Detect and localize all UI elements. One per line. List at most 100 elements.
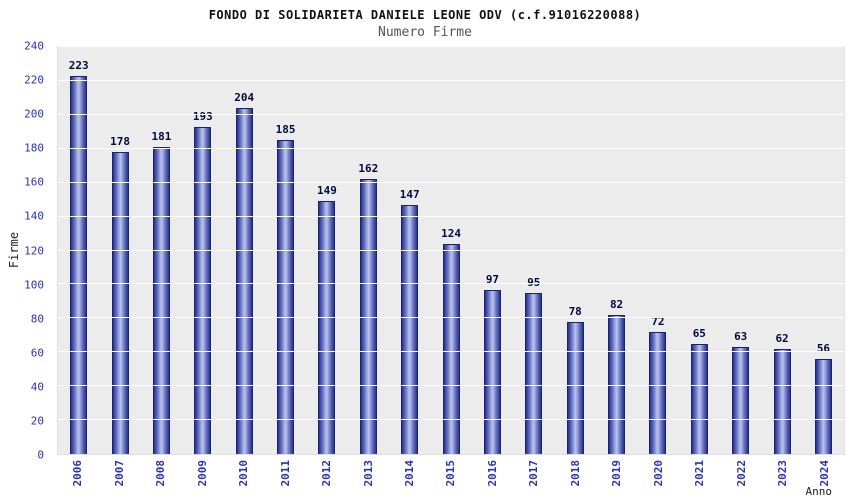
y-axis-labels: 0 20 40 60 80 100 120 140 160 180 200 220 240	[0, 40, 50, 462]
bar-2014	[401, 204, 419, 454]
x-tick-label-2008: 2008	[154, 460, 168, 487]
bar-2008	[152, 147, 170, 454]
value-label-2007: 178	[110, 135, 130, 149]
bar-2017	[525, 292, 543, 454]
value-label-2014: 147	[399, 187, 420, 201]
y-tick-label: 20	[30, 414, 44, 428]
x-tick-slot: 2010	[223, 456, 264, 500]
bar-2016	[483, 289, 501, 454]
gridline	[58, 215, 844, 217]
x-tick-label-2012: 2012	[320, 460, 334, 487]
x-tick-slot: 2006	[57, 456, 98, 500]
x-tick-label-2022: 2022	[734, 460, 748, 487]
x-tick-slot: 2012	[306, 456, 347, 500]
x-tick-slot: 2016	[472, 456, 513, 500]
bar-slot: 181	[141, 47, 182, 454]
bar-slot: 223	[58, 47, 99, 454]
bar-slot: 82	[596, 47, 637, 454]
bar-slot: 72	[637, 47, 678, 454]
bar-2006	[70, 75, 88, 454]
x-tick-label-2018: 2018	[568, 460, 582, 487]
value-label-2019: 82	[609, 297, 624, 311]
y-tick-label: 220	[24, 73, 44, 87]
y-tick-label: 140	[24, 209, 44, 223]
bar-slot: 185	[265, 47, 306, 454]
x-tick-slot: 2021	[679, 456, 720, 500]
bar-2009	[194, 126, 212, 454]
gridline	[58, 419, 844, 421]
y-tick-label: 160	[24, 175, 44, 189]
x-tick-label-2019: 2019	[610, 460, 624, 487]
x-tick-label-2020: 2020	[651, 460, 665, 487]
bar-slot: 162	[348, 47, 389, 454]
bar-slot: 95	[513, 47, 554, 454]
bar-2022	[732, 347, 750, 454]
gridline	[58, 147, 844, 149]
bar-slot: 56	[803, 47, 844, 454]
bar-2021	[690, 343, 708, 454]
y-tick-label: 240	[24, 39, 44, 53]
x-tick-label-2009: 2009	[195, 460, 209, 487]
x-tick-label-2016: 2016	[485, 460, 499, 487]
value-label-2009: 193	[192, 109, 213, 123]
chart-title: FONDO DI SOLIDARIETA DANIELE LEONE ODV (…	[208, 8, 642, 22]
bar-slot: 147	[389, 47, 430, 454]
chart-subtitle: Numero Firme	[378, 25, 472, 40]
bar-slot: 193	[182, 47, 223, 454]
bar-slot: 78	[555, 47, 596, 454]
x-tick-label-2006: 2006	[71, 460, 85, 487]
bar-slot: 63	[720, 47, 761, 454]
gridline	[58, 385, 844, 387]
value-label-2011: 185	[275, 123, 296, 137]
value-label-2015: 124	[441, 226, 461, 240]
gridline	[58, 317, 844, 319]
x-tick-label-2011: 2011	[278, 460, 292, 487]
x-tick-slot: 2022	[721, 456, 762, 500]
x-axis-labels: 2006 2007 2008 2009 2010 2011 2012 2013 2014 2015…	[57, 456, 845, 500]
y-tick-label: 100	[24, 278, 44, 292]
gridline	[58, 113, 844, 115]
bar-2023	[773, 348, 791, 454]
bar-2018	[566, 321, 584, 454]
value-label-2010: 204	[234, 91, 255, 105]
gridline	[58, 351, 844, 353]
gridline	[58, 181, 844, 183]
x-tick-label-2013: 2013	[361, 460, 375, 487]
x-tick-slot: 2014	[389, 456, 430, 500]
gridline	[58, 79, 844, 81]
x-tick-slot: 2009	[181, 456, 222, 500]
bar-2020	[649, 331, 667, 454]
x-tick-slot: 2007	[98, 456, 139, 500]
bar-slot: 124	[430, 47, 471, 454]
value-label-2017: 95	[527, 275, 541, 289]
x-tick-slot: 2015	[430, 456, 471, 500]
gridline	[58, 283, 844, 285]
bar-slot: 178	[99, 47, 140, 454]
bar-slot: 65	[679, 47, 720, 454]
x-tick-slot: 2018	[555, 456, 596, 500]
value-label-2016: 97	[485, 272, 500, 286]
x-tick-label-2021: 2021	[693, 460, 707, 487]
bar-slot: 204	[224, 47, 265, 454]
value-label-2018: 78	[568, 304, 582, 318]
bar-2012	[318, 201, 336, 454]
x-tick-label-2024: 2024	[817, 460, 831, 487]
bar-2024	[814, 359, 832, 454]
bars-container: 223 178 181 193 204 185 149 162 147 124 97 95 78 82 72…	[58, 47, 844, 454]
bar-slot: 62	[761, 47, 802, 454]
plot-area: 223 178 181 193 204 185 149 162 147 124 97 95 78 82 72…	[57, 46, 845, 455]
x-tick-label-2010: 2010	[237, 460, 251, 487]
value-label-2008: 181	[151, 130, 172, 144]
y-tick-label: 180	[24, 141, 44, 155]
bar-slot: 97	[472, 47, 513, 454]
gridline	[58, 46, 844, 47]
x-tick-slot: 2023	[762, 456, 803, 500]
x-tick-label-2015: 2015	[444, 460, 458, 487]
x-tick-label-2023: 2023	[776, 460, 790, 487]
gridline	[58, 249, 844, 251]
x-tick-slot: 2013	[347, 456, 388, 500]
y-tick-label: 0	[37, 448, 44, 462]
value-label-2022: 63	[734, 330, 748, 344]
x-axis-title: Anno	[805, 485, 833, 498]
x-tick-slot: 2008	[140, 456, 181, 500]
